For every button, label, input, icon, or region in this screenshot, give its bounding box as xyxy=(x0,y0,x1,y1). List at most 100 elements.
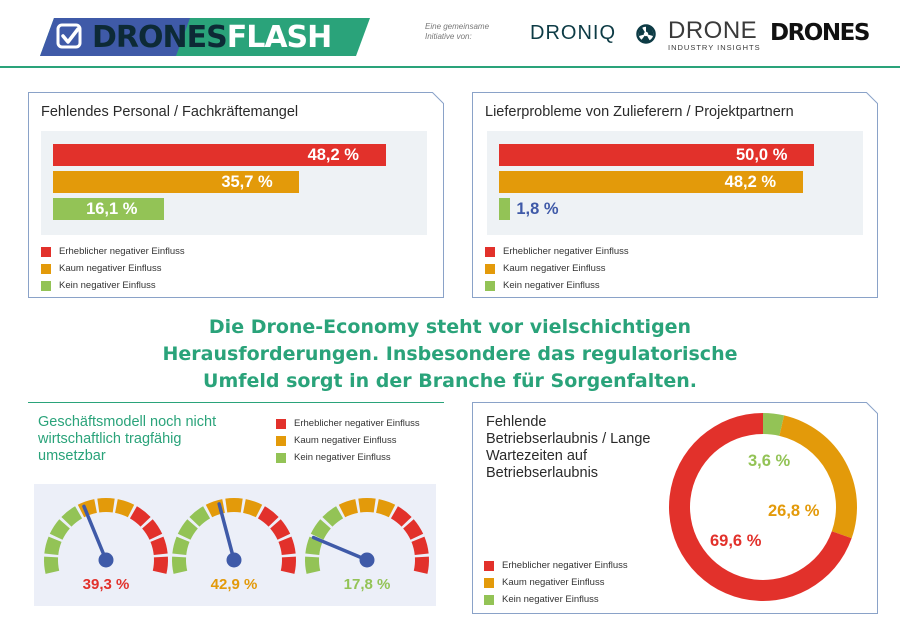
legend-label: Kaum negativer Einfluss xyxy=(503,263,606,274)
chart-title: Fehlende Betriebserlaubnis / Lange Warte… xyxy=(486,414,651,481)
legend: Erheblicher negativer Einfluss Kaum nega… xyxy=(485,243,629,294)
legend-swatch-red xyxy=(276,418,286,429)
bar-erheblich xyxy=(53,144,386,166)
legend-label: Erheblicher negativer Einfluss xyxy=(294,418,420,429)
legend-label: Kein negativer Einfluss xyxy=(59,280,156,291)
legend-item-kein: Kein negativer Einfluss xyxy=(484,591,628,608)
gauge-value-erheblich: 39,3 % xyxy=(82,576,130,593)
legend-label: Kaum negativer Einfluss xyxy=(502,577,605,588)
bar-label-kein: 16,1 % xyxy=(86,200,138,218)
gauge-segment xyxy=(322,506,344,527)
legend-swatch-green xyxy=(41,280,51,291)
gauge-segment xyxy=(403,519,424,540)
gauge-needle xyxy=(82,504,108,562)
legend-swatch-orange xyxy=(276,435,286,446)
headline-line: Umfeld sorgt in der Branche für Sorgenfa… xyxy=(203,370,697,392)
legend-item-erheblich: Erheblicher negativer Einfluss xyxy=(484,557,628,574)
initiative-text: Eine gemeinsame Initiative von: xyxy=(425,22,490,41)
gauge-hub xyxy=(359,552,375,568)
gauge-segment xyxy=(304,556,321,574)
legend-label: Kaum negativer Einfluss xyxy=(59,263,162,274)
gauge-segment xyxy=(376,499,396,518)
gauge-segment xyxy=(280,556,296,574)
gauge-hub xyxy=(226,552,242,568)
legend-item-kaum: Kaum negativer Einfluss xyxy=(276,432,420,449)
dii-sub-text: INDUSTRY INSIGHTS xyxy=(668,43,761,52)
legend-label: Kaum negativer Einfluss xyxy=(294,435,397,446)
legend-label: Kein negativer Einfluss xyxy=(502,594,599,605)
legend-swatch-green xyxy=(485,280,495,291)
chart-title: Lieferprobleme von Zulieferern / Projekt… xyxy=(485,104,794,120)
bar-label-erheblich: 50,0 % xyxy=(736,146,788,164)
gauge-segment xyxy=(338,499,358,518)
logo-part-drones: DRONES xyxy=(92,20,228,55)
legend-label: Erheblicher negativer Einfluss xyxy=(502,560,628,571)
legend-item-erheblich: Erheblicher negativer Einfluss xyxy=(485,243,629,260)
partner-drone-industry-insights-logo: DRONE INDUSTRY INSIGHTS xyxy=(668,17,761,53)
legend-swatch-red xyxy=(485,246,495,257)
gauge-needle xyxy=(311,535,369,562)
gauge-segment xyxy=(358,498,376,513)
legend-label: Kein negativer Einfluss xyxy=(503,280,600,291)
legend: Erheblicher negativer Einfluss Kaum nega… xyxy=(484,557,628,608)
bar-label-kein: 1,8 % xyxy=(516,200,559,218)
legend-item-erheblich: Erheblicher negativer Einfluss xyxy=(41,243,185,260)
partner-drones-logo: DRONES xyxy=(770,20,870,46)
gauge-segment xyxy=(43,556,60,574)
gauge-segment xyxy=(142,519,163,540)
bar-chart-area: 48,2 % 35,7 % 16,1 % xyxy=(41,131,427,235)
legend-label: Erheblicher negativer Einfluss xyxy=(503,246,629,257)
legend-swatch-orange xyxy=(485,263,495,274)
partner-droniq-logo: DRONIQ xyxy=(530,22,616,44)
gauge-segment xyxy=(390,506,412,527)
bar-erheblich xyxy=(499,144,814,166)
gauge-segment xyxy=(129,506,151,527)
gauge-needle xyxy=(217,502,236,562)
gauge-segment xyxy=(115,499,135,518)
headline: Die Drone-Economy steht vor vielschichti… xyxy=(0,314,900,395)
gauge-value-kaum: 42,9 % xyxy=(210,576,258,593)
panel-fachkraeftemangel: Fehlendes Personal / Fachkräftemangel 48… xyxy=(28,92,444,298)
gauge-segment xyxy=(278,536,296,555)
gauge-segment xyxy=(150,536,168,555)
legend-item-kein: Kein negativer Einfluss xyxy=(41,277,185,294)
gauge-chart xyxy=(43,498,429,574)
panel-lieferprobleme: Lieferprobleme von Zulieferern / Projekt… xyxy=(472,92,878,298)
chart-title: Fehlendes Personal / Fachkräftemangel xyxy=(41,104,299,120)
bar-chart-area: 50,0 % 48,2 % 1,8 % xyxy=(487,131,863,235)
gauge-segment xyxy=(77,499,97,518)
dii-main-text: DRONE xyxy=(668,17,758,44)
donut-chart xyxy=(669,413,857,601)
bar-kein xyxy=(53,198,165,220)
droniq-propeller-icon xyxy=(636,24,656,44)
gauge-value-kein: 17,8 % xyxy=(343,576,391,593)
donut-slice xyxy=(763,413,785,436)
gauge-segment xyxy=(243,499,263,518)
logo-part-flash: FLASH xyxy=(226,20,333,55)
legend-swatch-orange xyxy=(484,577,494,588)
legend-label: Kein negativer Einfluss xyxy=(294,452,391,463)
legend-item-erheblich: Erheblicher negativer Einfluss xyxy=(276,415,420,432)
gauge-segment xyxy=(152,556,168,574)
legend-item-kaum: Kaum negativer Einfluss xyxy=(485,260,629,277)
gauge-segment xyxy=(61,506,83,527)
legend-item-kein: Kein negativer Einfluss xyxy=(485,277,629,294)
legend-item-kaum: Kaum negativer Einfluss xyxy=(484,574,628,591)
gauge-segment xyxy=(44,536,62,555)
gauge-3 xyxy=(304,498,429,574)
panel-corner-accent xyxy=(432,92,444,104)
gauge-segment xyxy=(97,498,115,513)
gauge-segment xyxy=(172,536,190,555)
panel-corner-accent xyxy=(866,92,878,104)
logo-wordmark: DRONESFLASH xyxy=(92,19,333,57)
donut-slice xyxy=(779,415,857,539)
gauge-segment xyxy=(270,519,291,540)
bar-label-erheblich: 48,2 % xyxy=(307,146,359,164)
header-divider xyxy=(0,66,900,68)
gauge-hub xyxy=(98,552,114,568)
gauge-chart-area: 39,3 % 42,9 % 17,8 % xyxy=(34,484,436,606)
bar-kein xyxy=(499,198,511,220)
legend-swatch-green xyxy=(484,594,494,605)
gauge-segment xyxy=(177,519,198,540)
gauge-segment xyxy=(49,519,70,540)
